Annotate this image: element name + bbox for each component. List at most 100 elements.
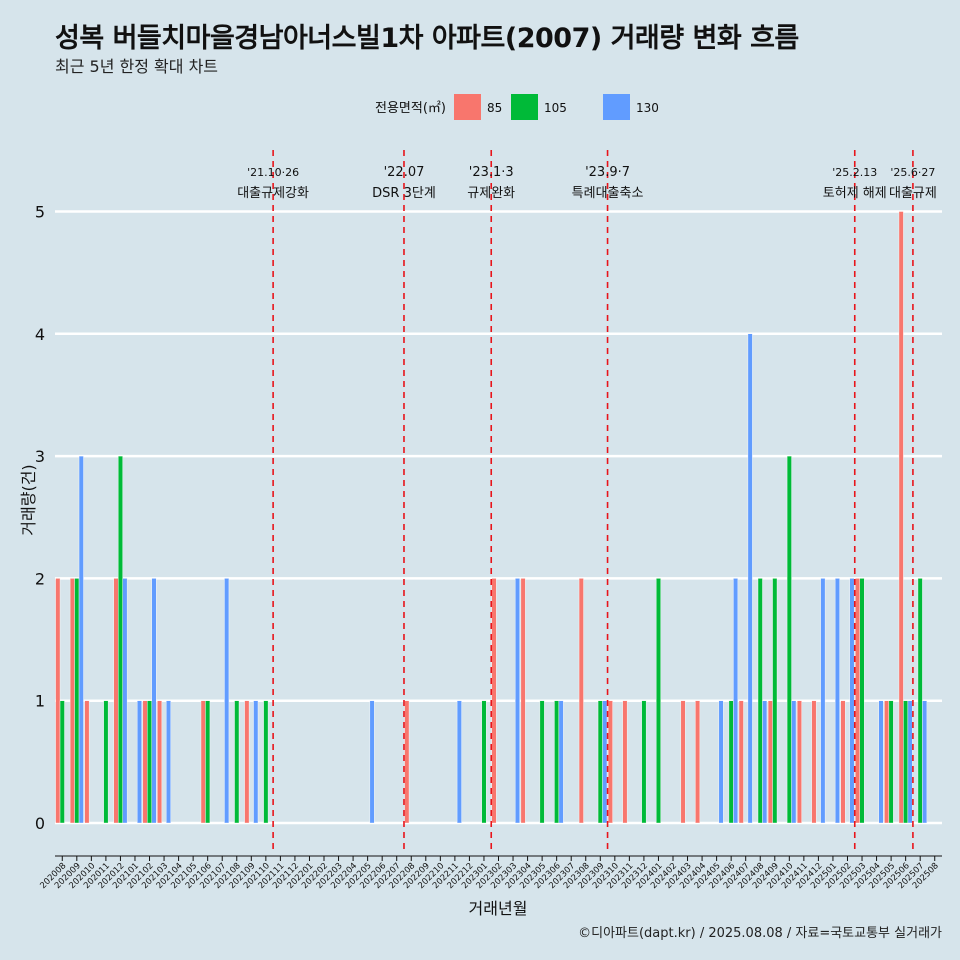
y-tick-label: 4 [35,325,45,344]
bar [166,700,171,824]
bar [520,578,526,824]
legend: 전용면적(㎡) 85 105 130 [375,94,659,120]
bar [234,700,240,824]
bar [898,211,904,824]
bar [820,578,826,824]
bar [656,578,661,824]
page-title: 성복 버들치마을경남아너스빌1차 아파트(2007) 거래량 변화 흐름 [55,23,799,54]
bar [859,578,865,824]
bar [680,700,686,824]
bar [786,455,792,824]
bar [695,700,701,824]
bar [253,700,259,824]
bar [404,700,410,824]
bar [69,578,75,824]
bar [200,700,206,824]
bar [718,700,724,824]
bar [878,700,884,824]
bar [263,700,269,824]
y-axis: 0 1 2 3 4 5 [35,203,45,834]
bar [796,700,802,824]
event-label: 특례대출축소 [572,186,644,201]
legend-swatch [454,94,481,120]
bar [728,700,734,824]
bar [762,700,768,824]
bar [84,700,90,824]
bar [244,700,250,824]
grid [55,210,942,825]
bar [747,333,753,824]
bar [142,700,148,824]
bar [884,700,890,824]
bar [147,700,152,824]
bar [224,578,230,824]
bar [103,700,109,824]
bar [757,578,763,824]
bars [55,211,928,824]
bar [733,578,739,824]
legend-swatch [511,94,538,120]
bar [539,700,545,824]
bar [811,700,817,824]
bar [74,578,80,824]
y-tick-label: 1 [35,692,45,711]
y-axis-label: 거래량(건) [19,464,38,535]
y-tick-label: 5 [35,203,45,222]
event-date: '22.07 [384,165,425,180]
bar [602,700,608,824]
bar [117,455,123,824]
bar [157,700,163,824]
event-date: '23.1·3 [469,165,514,180]
bar [641,700,647,824]
bar [113,578,119,824]
bar [849,578,855,824]
bar [137,700,142,824]
event-label: 대출규제강화 [237,186,309,201]
bar [907,700,913,824]
bar [622,700,628,824]
event-label: 토허제 해제 [823,186,887,201]
legend-title: 전용면적(㎡) [375,101,446,116]
bar [834,578,840,824]
legend-label: 105 [544,101,567,115]
legend-swatch [603,94,630,120]
y-tick-label: 3 [35,447,45,466]
source-caption: ©디아파트(dapt.kr) / 2025.08.08 / 자료=국토교통부 실… [578,926,942,941]
bar [78,455,84,824]
event-markers: '21.10·26 대출규제강화 '22.07 DSR 3단계 '23.1·3 규제완화 '… [237,150,937,850]
bar [554,700,560,824]
legend-label: 85 [487,101,502,115]
bar [922,700,928,824]
bar [772,578,778,824]
bar [840,700,846,824]
event-date: '25.6·27 [890,166,935,179]
bar [607,700,613,824]
event-label: 대출규제 [889,186,937,201]
bar [888,700,894,824]
bar [151,578,157,824]
bar [59,700,65,824]
bar [917,578,923,824]
bar [205,700,211,824]
x-axis-label: 거래년월 [469,899,528,918]
event-date: '25.2.13 [832,166,877,179]
bar [456,700,462,824]
x-axis: 2020082020092020102020112020122021012021… [38,855,942,891]
bar [791,700,797,824]
event-date: '23.9·7 [585,165,630,180]
y-tick-label: 0 [35,814,45,833]
bar [738,700,744,824]
bar [578,578,584,824]
bar [481,700,487,824]
bar [767,700,773,824]
bar [55,578,61,824]
y-tick-label: 2 [35,569,45,588]
event-label: 규제완화 [467,186,515,201]
bar [558,700,564,824]
bar [369,700,375,824]
bar [597,700,603,824]
bar [515,578,520,824]
event-label: DSR 3단계 [372,186,436,201]
bar [491,578,497,824]
